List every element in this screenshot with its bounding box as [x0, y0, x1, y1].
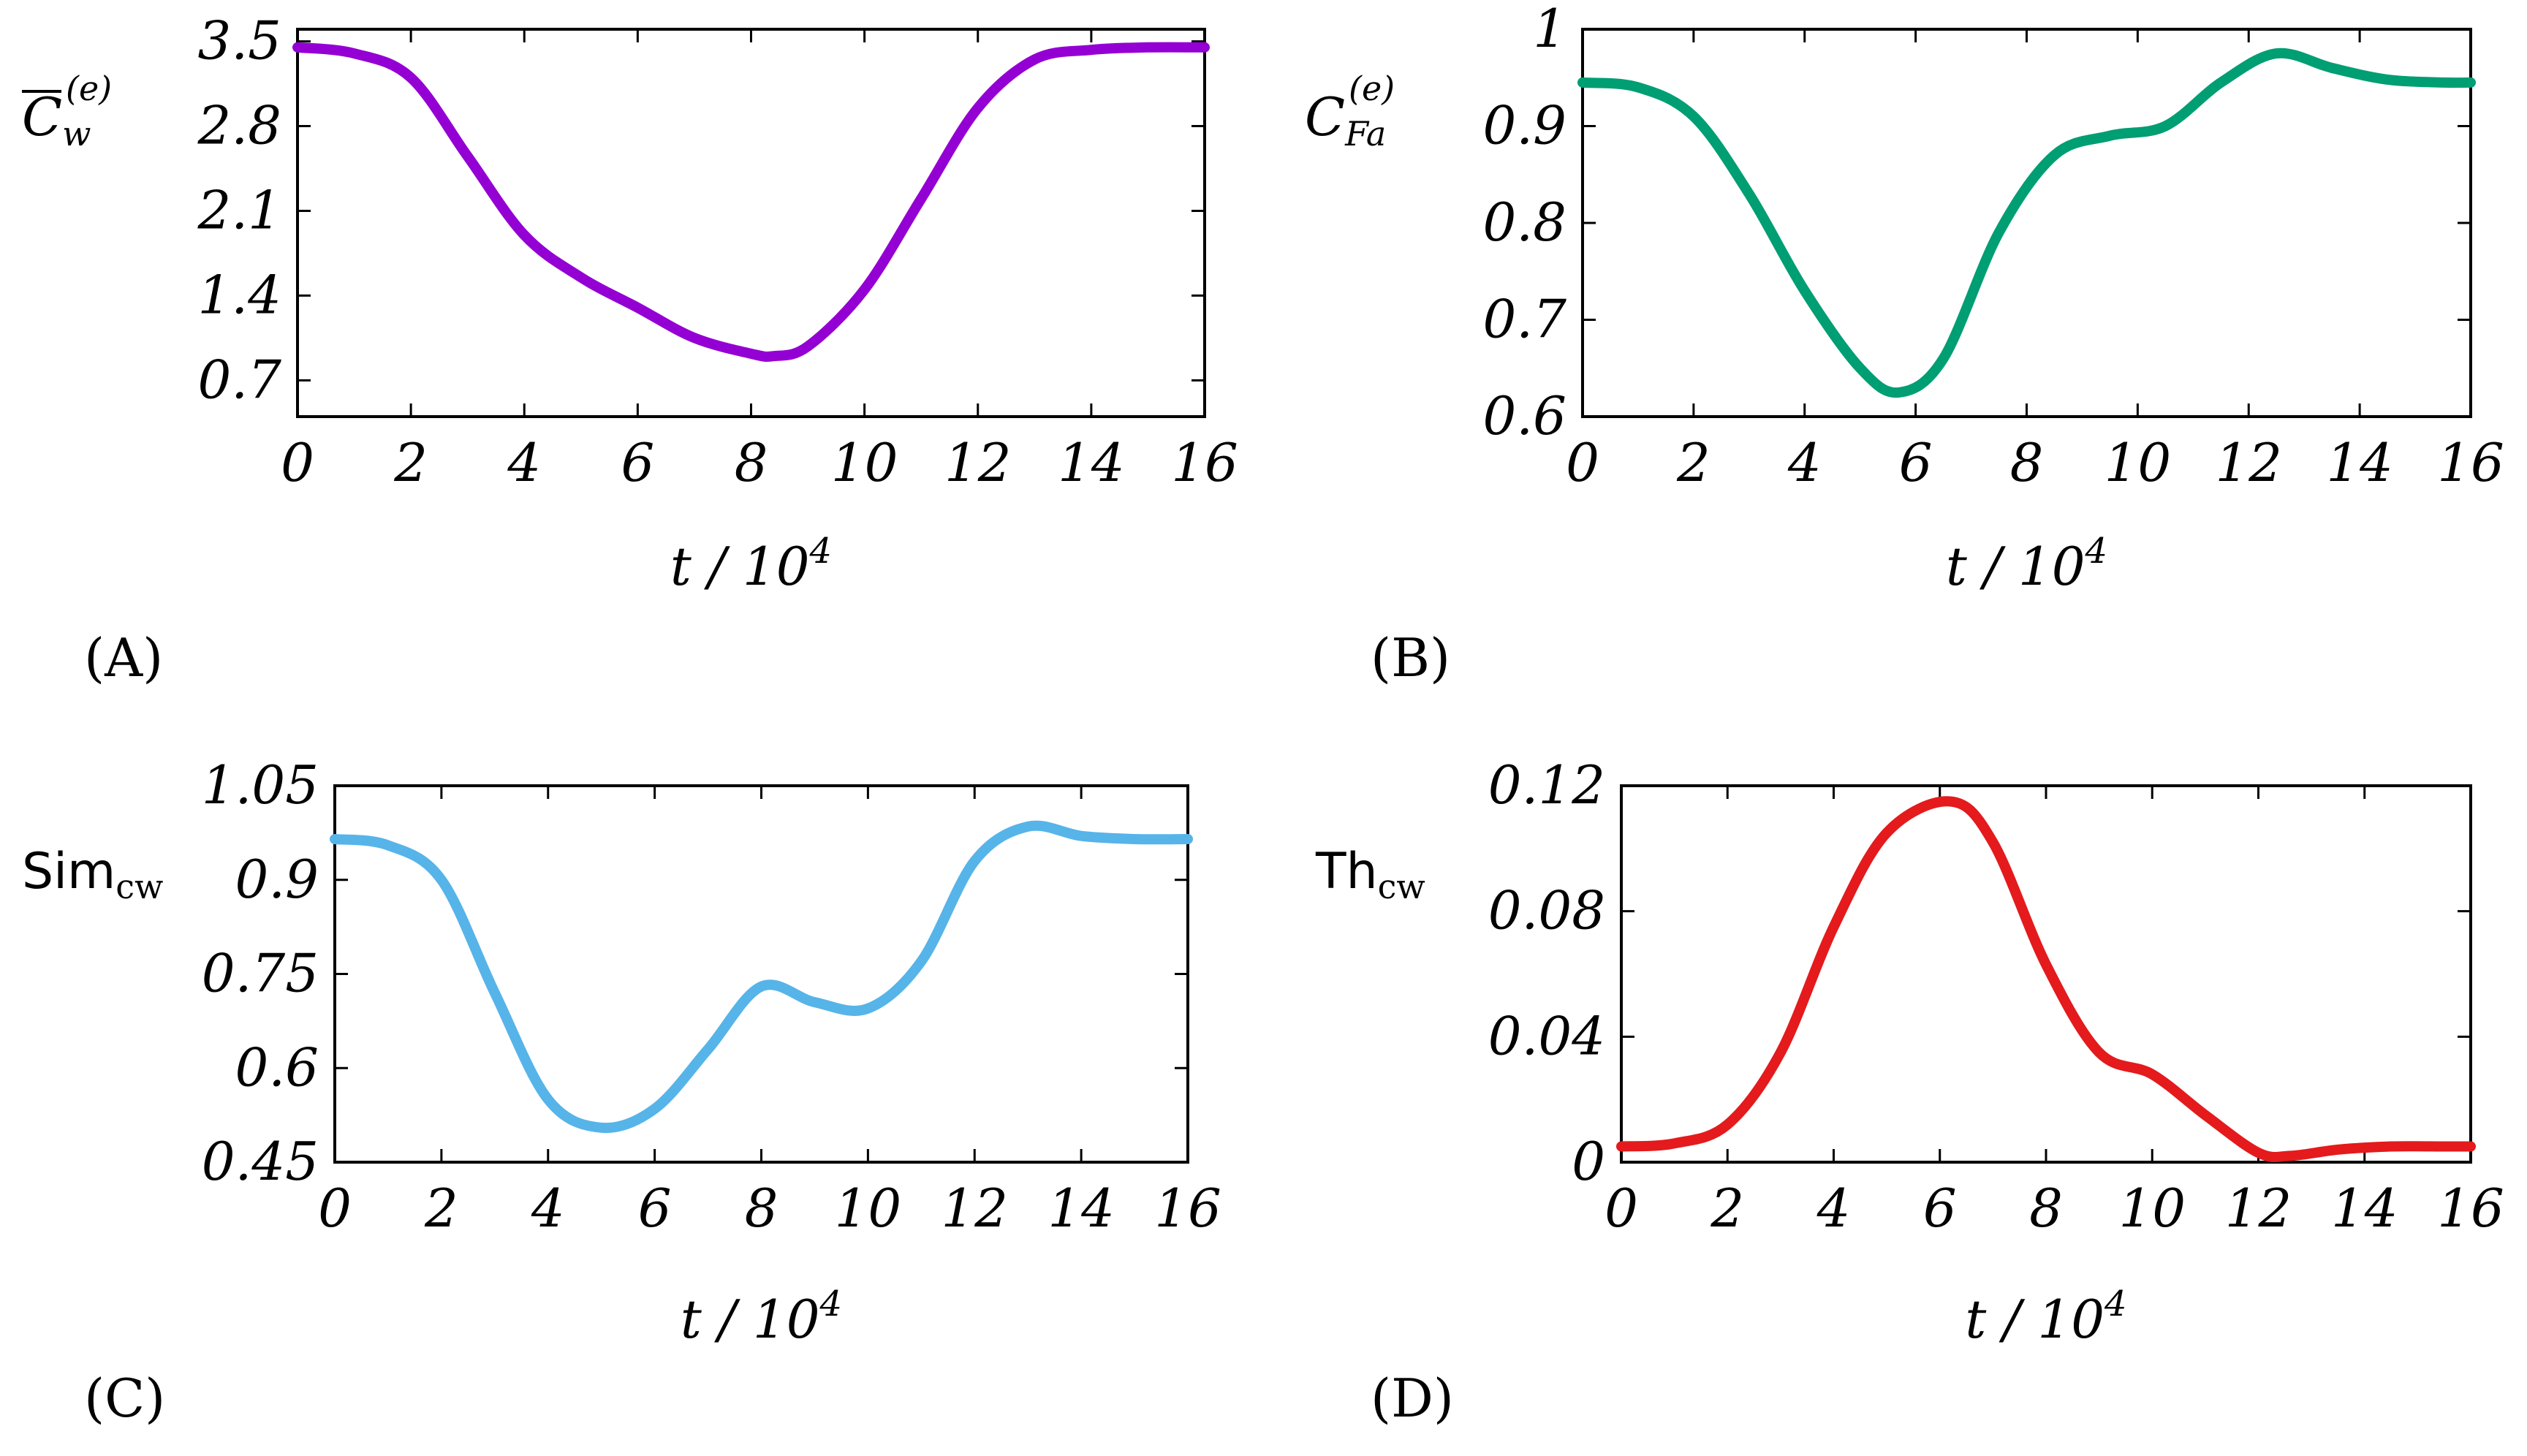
- y-tick-label: 0.8: [1482, 192, 1566, 253]
- y-axis-label-superscript: (e): [66, 69, 112, 108]
- x-tick-label: 16: [1154, 1178, 1221, 1239]
- panel-label: (C): [84, 1368, 165, 1429]
- panel-label: (B): [1371, 627, 1450, 689]
- series-line-c-fa: [1577, 48, 2476, 398]
- x-tick-label: 10: [835, 1178, 902, 1239]
- x-tick-label: 14: [1058, 432, 1125, 493]
- y-tick-label: 0.45: [202, 1131, 319, 1192]
- x-tick-label: 12: [2215, 432, 2282, 493]
- plot-frame: [1581, 28, 2472, 418]
- x-tick-label: 12: [944, 432, 1012, 493]
- series-line-c-w: [292, 42, 1210, 362]
- x-axis-label: t / 104: [1946, 531, 2107, 597]
- y-tick-label: 2.8: [197, 95, 281, 156]
- chart-panel-c: 0 2 4 6 8 10 12 14 16 0.45 0.6 0.75 0.9 1.05 t / 104 Si…: [22, 754, 1221, 1429]
- x-tick-label: 4: [1816, 1178, 1851, 1239]
- y-axis-label: Cw: [22, 86, 91, 153]
- plot-frame: [333, 784, 1189, 1164]
- x-tick-label: 4: [507, 432, 541, 493]
- x-tick-label: 16: [1171, 432, 1238, 493]
- x-axis-label: t / 104: [681, 1284, 842, 1350]
- y-tick-label: 0.04: [1488, 1005, 1605, 1066]
- y-tick-label: 0.6: [235, 1036, 319, 1098]
- x-tick-label: 8: [745, 1178, 778, 1239]
- x-axis-label: t / 104: [670, 531, 832, 597]
- chart-panel-b: 0 2 4 6 8 10 12 14 16 0.6 0.7 0.8 0.9 1 t / 104 CFa(e) (…: [1305, 0, 2504, 689]
- x-tick-label: 4: [1787, 432, 1822, 493]
- x-tick-label: 0: [1566, 432, 1599, 493]
- x-tick-label: 10: [2104, 432, 2172, 493]
- x-tick-label: 0: [1605, 1178, 1638, 1239]
- x-tick-label: 16: [2437, 1178, 2504, 1239]
- x-tick-label: 8: [2029, 1178, 2063, 1239]
- y-tick-label: 3.5: [197, 10, 281, 72]
- y-tick-label: 0.75: [202, 943, 319, 1004]
- y-tick-label: 0.9: [1482, 95, 1566, 156]
- y-axis-label: Simcw: [22, 843, 163, 906]
- chart-panel-a: 0 2 4 6 8 10 12 14 16 0.7 1.4 2.1 2.8 3.5 t / 104 Cw(e)…: [22, 10, 1238, 689]
- y-tick-label: 0: [1572, 1131, 1605, 1192]
- x-tick-label: 12: [941, 1178, 1008, 1239]
- y-tick-label: 2.1: [197, 179, 281, 240]
- x-tick-label: 10: [831, 432, 898, 493]
- y-tick-label: 0.6: [1482, 385, 1566, 447]
- y-tick-label: 0.7: [197, 349, 281, 410]
- y-axis-label-superscript: (e): [1349, 69, 1395, 108]
- x-tick-label: 2: [1710, 1178, 1744, 1239]
- y-tick-label: 0.7: [1482, 289, 1566, 350]
- y-axis-label: Thcw: [1315, 843, 1425, 906]
- x-tick-label: 14: [2326, 432, 2393, 493]
- x-tick-label: 2: [1676, 432, 1710, 493]
- x-tick-label: 10: [2118, 1178, 2186, 1239]
- y-tick-label: 0.12: [1488, 754, 1605, 816]
- x-tick-label: 2: [424, 1178, 458, 1239]
- x-tick-label: 6: [1899, 432, 1933, 493]
- panel-label: (D): [1371, 1368, 1454, 1429]
- y-axis-label: CFa: [1305, 86, 1386, 153]
- x-tick-label: 8: [2010, 432, 2044, 493]
- x-tick-label: 8: [735, 432, 768, 493]
- x-tick-label: 14: [1047, 1178, 1115, 1239]
- x-tick-label: 12: [2225, 1178, 2292, 1239]
- y-tick-label: 1.05: [202, 754, 319, 816]
- panel-label: (A): [84, 627, 163, 689]
- series-line-sim-cw: [330, 820, 1193, 1134]
- x-tick-label: 2: [393, 432, 428, 493]
- x-tick-label: 0: [281, 432, 314, 493]
- x-tick-label: 6: [1923, 1178, 1957, 1239]
- x-tick-label: 0: [318, 1178, 352, 1239]
- y-tick-label: 0.9: [235, 849, 319, 910]
- x-tick-label: 6: [621, 432, 654, 493]
- x-tick-label: 16: [2437, 432, 2504, 493]
- chart-panel-d: 0 2 4 6 8 10 12 14 16 0 0.04 0.08 0.12 t / 104 Thcw (D): [1315, 754, 2504, 1429]
- x-tick-label: 14: [2331, 1178, 2398, 1239]
- x-axis-label: t / 104: [1965, 1284, 2126, 1350]
- series-line-th-cw: [1616, 796, 2476, 1162]
- y-tick-label: 1.4: [197, 264, 281, 325]
- y-tick-label: 0.08: [1488, 880, 1605, 941]
- x-tick-label: 6: [638, 1178, 672, 1239]
- x-tick-label: 4: [531, 1178, 565, 1239]
- y-tick-label: 1: [1533, 0, 1566, 59]
